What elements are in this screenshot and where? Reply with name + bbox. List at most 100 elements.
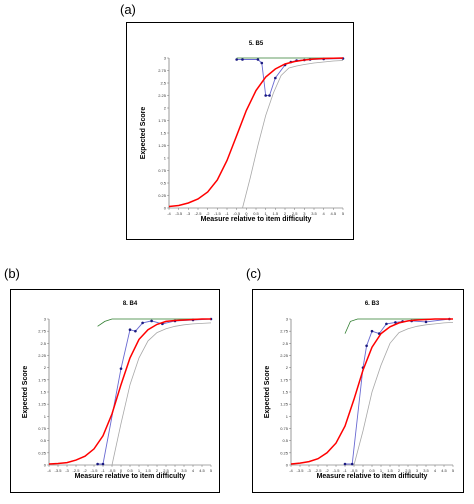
y-tick-label: 1.25 (158, 143, 167, 148)
y-tick-label: 2.75 (280, 329, 289, 334)
y-tick-label: 2.5 (282, 341, 288, 346)
observed-point (96, 462, 99, 466)
y-tick-label: 0.75 (280, 426, 289, 431)
model-line (48, 318, 211, 465)
observed-point (370, 329, 374, 333)
x-tick-label: -4 (167, 211, 171, 216)
x-tick-label: -3 (307, 468, 311, 473)
y-axis-label: Expected Score (140, 107, 147, 160)
x-tick-label: 4.5 (441, 468, 447, 473)
x-tick-label: -3.5 (175, 211, 183, 216)
x-tick-label: -0.5 (233, 211, 241, 216)
observed-point (150, 319, 153, 323)
chart-frame-a: 5. B5 -4 -3.5 -3 -2.5 -2 -1.5 -1 -0.5 0 0.5 1 1.5 2 2.… (126, 22, 354, 240)
observed-point (385, 322, 388, 326)
x-tick-label: 4 (192, 468, 195, 473)
observed-line (97, 318, 212, 465)
observed-point (394, 321, 397, 324)
y-tick-label: 0.75 (38, 426, 47, 431)
y-tick-label: 1.75 (280, 377, 289, 382)
y-tick-label: 0.25 (158, 193, 167, 198)
y-tick-label: 1.25 (38, 402, 47, 407)
y-tick-label: 2.5 (40, 341, 46, 346)
observed-point (241, 58, 244, 61)
x-tick-label: -3.5 (297, 468, 305, 473)
y-tick-label: 2.5 (160, 81, 166, 86)
x-tick-label: -2 (83, 468, 87, 473)
x-tick-label: 1.5 (387, 468, 393, 473)
x-tick-label: -0.5 (109, 468, 117, 473)
x-tick-label: 2 (398, 468, 401, 473)
y-tick-label: 0.5 (160, 181, 166, 186)
observed-point (141, 321, 144, 325)
y-tick-label: 2.25 (280, 353, 289, 358)
x-tick-label: -2 (325, 468, 329, 473)
y-tick-label: 1 (286, 414, 289, 419)
observed-point (350, 462, 354, 466)
observed-point (260, 61, 264, 65)
panel-label-b: (b) (4, 266, 20, 281)
x-tick-label: 0.5 (369, 468, 375, 473)
x-tick-label: 0.5 (127, 468, 133, 473)
y-tick-label: 0 (44, 463, 47, 468)
x-tick-label: 0 (120, 468, 123, 473)
y-tick-label: 1.5 (40, 390, 46, 395)
y-tick-label: 0.75 (158, 168, 167, 173)
y-tick-label: 2.25 (158, 93, 167, 98)
observed-line (236, 58, 344, 96)
ci-upper-line (344, 318, 453, 334)
x-tick-label: 5 (342, 211, 345, 216)
x-tick-label: -2.5 (195, 211, 203, 216)
observed-point (134, 329, 137, 333)
observed-line (345, 318, 450, 465)
y-tick-label: 1.75 (158, 118, 167, 123)
x-tick-label: -2.5 (73, 468, 81, 473)
y-tick-label: 1 (164, 156, 167, 161)
y-tick-label: 1.75 (38, 377, 47, 382)
x-axis-label: Measure relative to item difficulty (317, 473, 428, 480)
x-tick-label: -1 (225, 211, 229, 216)
x-tick-label: 2.5 (405, 468, 411, 473)
x-tick-label: 4 (434, 468, 437, 473)
chart-title: 6. B3 (365, 301, 380, 307)
x-axis-label: Measure relative to item difficulty (75, 473, 186, 480)
x-tick-label: 1.5 (145, 468, 151, 473)
observed-point (128, 328, 132, 332)
chart-frame-c: 6. B3 -4 -3.5 -3 -2.5 -2 -1.5 -1 -0.5 0 0.5 1 1.5 2 2.… (252, 289, 464, 493)
x-axis-label: Measure relative to item difficulty (201, 216, 312, 223)
x-tick-label: -4 (47, 468, 51, 473)
x-tick-label: 4 (323, 211, 326, 216)
y-axis-label: Expected Score (22, 366, 29, 419)
x-tick-label: -3.5 (55, 468, 63, 473)
ci-lower-line (242, 60, 344, 209)
observed-point (365, 344, 368, 348)
y-tick-label: 1 (44, 414, 47, 419)
x-tick-label: 1 (265, 211, 268, 216)
x-tick-label: 4.5 (199, 468, 205, 473)
x-tick-label: -1 (101, 468, 105, 473)
x-tick-label: 3 (416, 468, 419, 473)
y-tick-label: 1.5 (160, 131, 166, 136)
x-tick-label: 2.5 (163, 468, 169, 473)
x-tick-label: 2.5 (292, 211, 298, 216)
ci-lower-line (111, 322, 212, 466)
observed-point (119, 367, 123, 370)
observed-point (343, 462, 347, 466)
y-tick-label: 3 (286, 317, 289, 322)
chart-title: 8. B4 (123, 301, 138, 307)
x-tick-label: 5 (452, 468, 455, 473)
model-line (290, 318, 453, 465)
y-axis-label: Expected Score (264, 366, 271, 419)
observed-point (424, 320, 428, 324)
panel-label-a: (a) (120, 2, 136, 17)
model-line (168, 57, 344, 208)
observed-point (256, 58, 260, 61)
x-tick-label: -1 (343, 468, 347, 473)
observed-point (274, 76, 277, 80)
x-tick-label: 3.5 (311, 211, 317, 216)
x-tick-label: 4.5 (331, 211, 337, 216)
y-tick-label: 0.25 (280, 450, 289, 455)
y-tick-label: 2 (44, 365, 47, 370)
x-tick-label: -2.5 (315, 468, 323, 473)
chart-frame-b: 8. B4 -4 -3.5 -3 -2.5 -2 -1.5 -1 -0.5 0 0.5 1 1.5 2 2.… (10, 289, 220, 493)
